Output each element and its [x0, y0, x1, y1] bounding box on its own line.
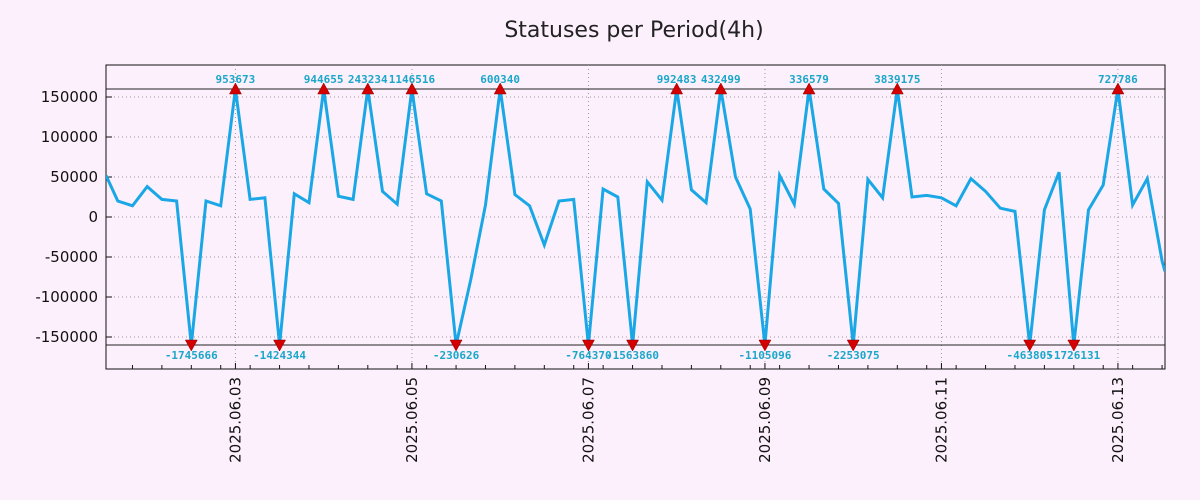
y-tick-label: 50000: [50, 168, 98, 186]
trough-label: -1424344: [253, 349, 306, 362]
y-tick-label: -50000: [45, 248, 98, 266]
y-axis: -150000 -100000 -50000 0 50000 100000 150000: [35, 88, 112, 346]
peak-marker: [493, 82, 507, 95]
trough-label: -2253075: [827, 349, 880, 362]
x-axis: 2025.06.03 2025.06.05 2025.06.07 2025.06.09…: [131, 363, 1163, 463]
peak-label: 3839175: [874, 73, 920, 86]
x-tick-label: 2025.06.09: [756, 377, 774, 463]
peak-label: 992483: [657, 73, 697, 86]
x-tick-label: 2025.06.03: [226, 377, 244, 463]
y-tick-label: 100000: [41, 128, 98, 146]
trough-marker: [1023, 339, 1037, 352]
trough-marker: [1067, 339, 1081, 352]
trough-marker: [758, 339, 772, 352]
peak-marker: [229, 82, 242, 95]
trough-marker: [449, 339, 463, 352]
y-tick-label: -150000: [35, 328, 98, 346]
peak-marker: [405, 82, 419, 95]
trough-label: -230626: [433, 349, 480, 362]
x-tick-label: 2025.06.05: [403, 377, 421, 463]
trough-label: -1726131: [1047, 349, 1100, 362]
trough-label: -1105096: [738, 349, 791, 362]
x-tick-label: 2025.06.07: [579, 377, 597, 463]
peak-label: 336579: [789, 73, 829, 86]
trough-label: -1745666: [165, 349, 218, 362]
peak-label: 432499: [701, 73, 741, 86]
trough-marker: [846, 339, 860, 352]
series-line: [106, 88, 1165, 346]
chart-title: Statuses per Period(4h): [504, 18, 763, 43]
peak-label: 944655: [304, 73, 344, 86]
peak-marker: [361, 82, 375, 95]
trough-marker: [184, 339, 198, 352]
marker-layer: 953673 944655 243234 1146516 600340 992483 432…: [165, 73, 1138, 362]
peak-label: 727786: [1098, 73, 1138, 86]
peak-marker: [890, 82, 904, 95]
peak-label: 243234: [348, 73, 388, 86]
x-tick-label: 2025.06.11: [932, 377, 950, 463]
trough-marker: [626, 339, 639, 352]
peak-label: 1146516: [389, 73, 436, 86]
x-tick-label: 2025.06.13: [1109, 377, 1127, 463]
trough-label: -463805: [1007, 349, 1053, 362]
peak-marker: [670, 82, 684, 95]
y-tick-label: 0: [88, 208, 98, 226]
y-tick-label: -100000: [35, 288, 98, 306]
peak-marker: [802, 82, 816, 95]
grid: [106, 65, 1165, 369]
trough-marker: [582, 339, 595, 352]
peak-label: 953673: [216, 73, 256, 86]
series-layer: [106, 88, 1165, 346]
peak-label: 600340: [480, 73, 520, 86]
trough-label: -1563860: [606, 349, 659, 362]
trough-marker: [273, 339, 286, 352]
peak-marker: [317, 82, 331, 95]
y-tick-label: 150000: [41, 88, 98, 106]
trough-label: -764370: [565, 349, 611, 362]
peak-marker: [714, 82, 728, 95]
peak-marker: [1111, 82, 1125, 95]
